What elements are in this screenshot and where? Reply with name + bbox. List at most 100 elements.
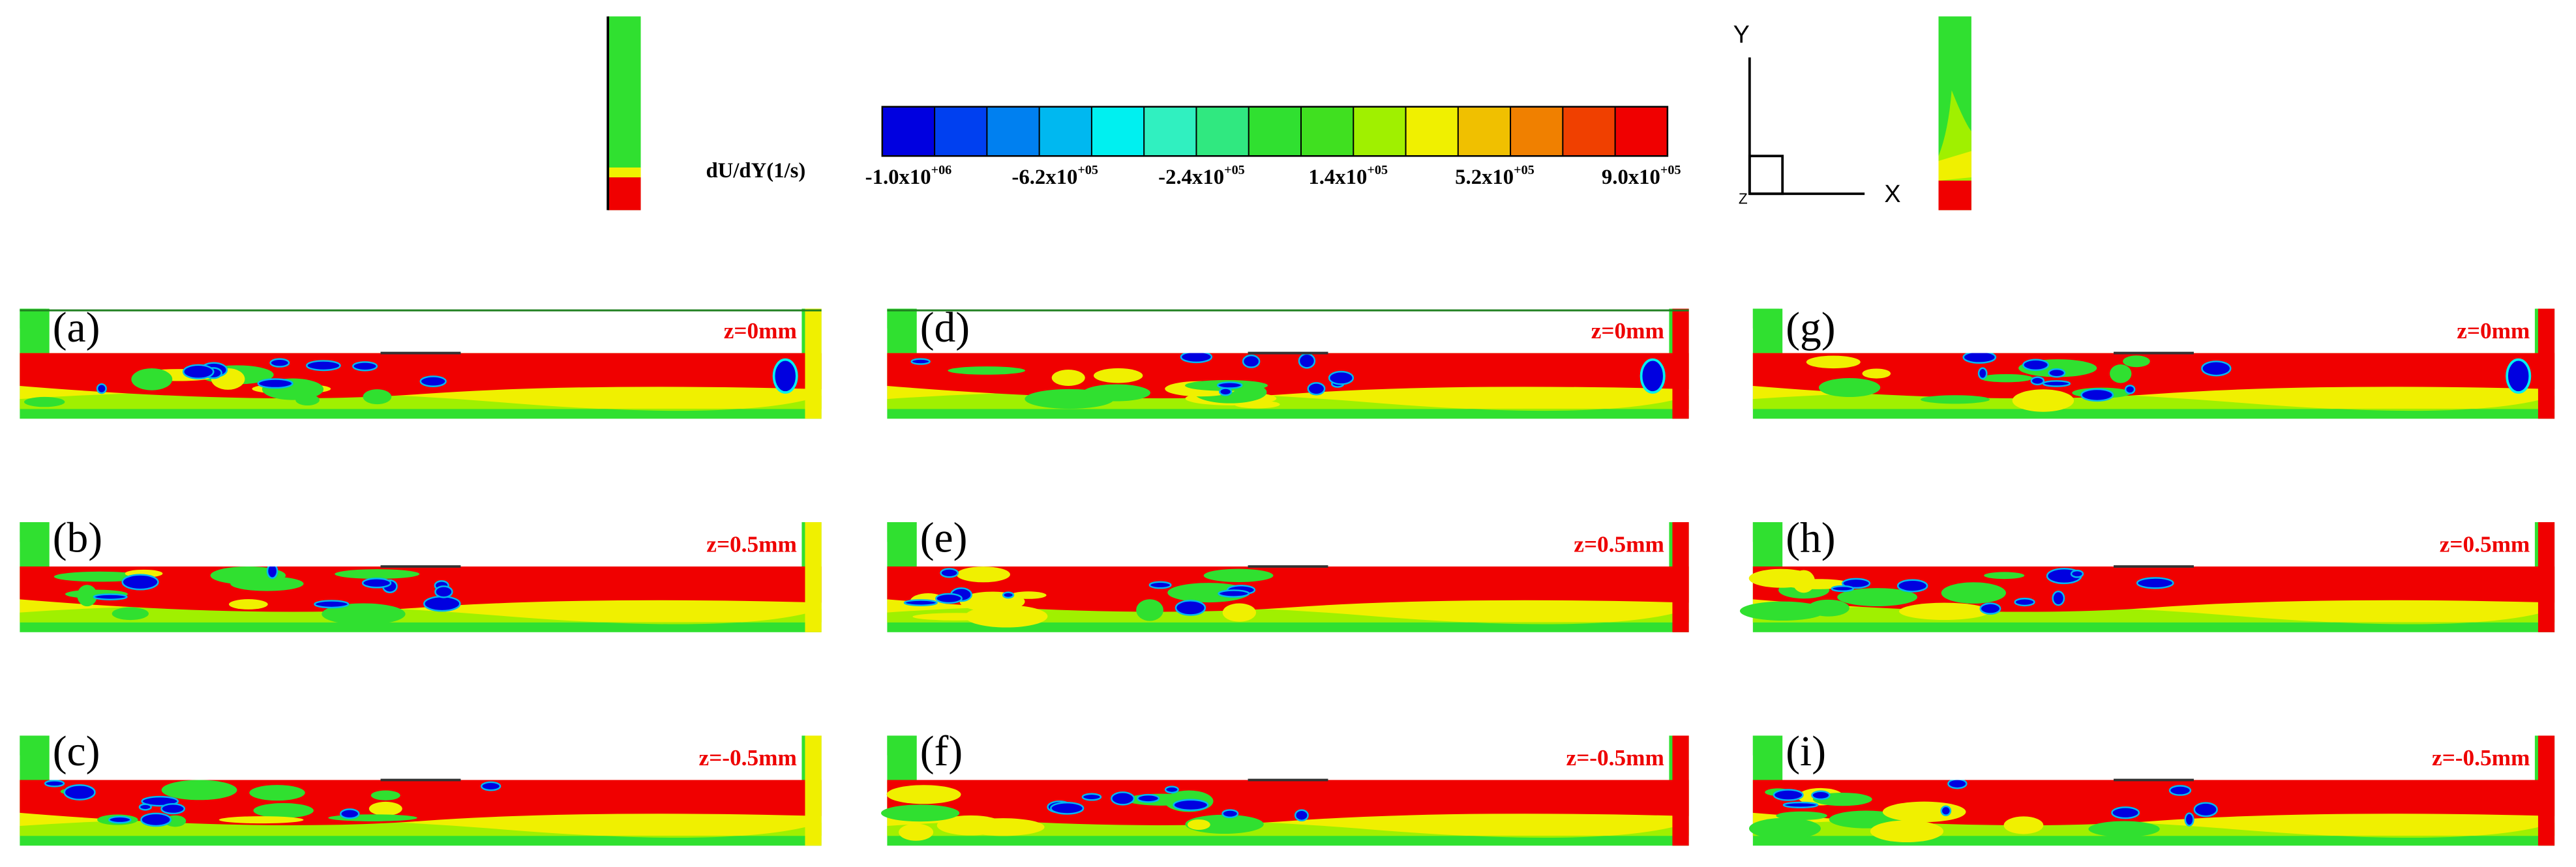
panel-cavity xyxy=(49,732,802,780)
panel-patch xyxy=(1941,582,2006,604)
panel-blob xyxy=(1328,370,1355,385)
panel: (c) z=-0.5mm xyxy=(20,728,822,846)
colorbar-swatch xyxy=(1458,106,1511,156)
panel-blob xyxy=(1298,353,1316,369)
panel-blob xyxy=(1137,793,1160,803)
panel-corner xyxy=(20,735,46,756)
panel-patch xyxy=(24,396,65,407)
panel-patch xyxy=(1776,811,1827,821)
panel-patch xyxy=(161,780,237,801)
panel-patch xyxy=(1882,801,1966,823)
colorbar-swatch xyxy=(1510,106,1564,156)
panel-blob xyxy=(269,358,290,368)
panel-patch xyxy=(1051,370,1085,386)
panel-red xyxy=(887,353,1689,399)
panel-plane-label: z=0.5mm xyxy=(2440,531,2530,557)
panel-blob xyxy=(1811,790,1831,801)
panels: (a) z=0mm (b) z=0.5mm (c) z=-0.5mm (d) z=0mm (e)… xyxy=(20,304,2555,846)
panel-blob xyxy=(1896,579,1928,593)
panel-blob xyxy=(1111,791,1135,806)
panel-blob xyxy=(1947,778,1968,789)
panel-cavity xyxy=(1782,732,2535,780)
panel-blob xyxy=(1940,805,1952,816)
colorbar-tick-label: 9.0x10+05 xyxy=(1602,163,1681,189)
tick-exponent: +05 xyxy=(1514,163,1535,177)
panel-patch xyxy=(880,804,960,822)
panel-patch xyxy=(1187,819,1210,830)
panel-label: (b) xyxy=(53,514,102,561)
panel-patch xyxy=(1222,603,1256,622)
panel-wall xyxy=(805,522,822,632)
panel-blob xyxy=(121,574,159,591)
colorbar-swatch xyxy=(882,106,935,156)
panel: (h) z=0.5mm xyxy=(1739,514,2555,632)
panel-blob xyxy=(339,808,360,819)
panel-blob xyxy=(1050,801,1085,815)
panel-plane-label: z=0mm xyxy=(724,318,797,344)
panel-cavity xyxy=(49,518,802,567)
panel: (f) z=-0.5mm xyxy=(880,728,1689,846)
colorbar-tick-label: -1.0x10+06 xyxy=(865,163,952,189)
panel-cavity xyxy=(1782,305,2535,353)
panel-blob xyxy=(2030,376,2045,386)
panel-wall xyxy=(1672,308,1689,419)
panel-blob xyxy=(140,812,172,827)
colorbar-frame xyxy=(881,106,1669,157)
colorbar: -1.0x10+06 -6.2x10+05 -2.4x10+05 1.4x10+05 5… xyxy=(865,106,1681,189)
colorbar-swatch xyxy=(1144,106,1197,156)
panel-blob xyxy=(1242,354,1261,368)
panel-patch xyxy=(1093,368,1143,383)
panel-blob xyxy=(2070,569,2084,578)
panel-blob xyxy=(1221,809,1239,819)
panel-blob xyxy=(423,595,461,612)
colorbar-tick-label: -2.4x10+05 xyxy=(1158,163,1245,189)
panel-patch xyxy=(1920,395,1990,404)
panel-blob xyxy=(361,578,392,589)
tick-exponent: +05 xyxy=(1660,163,1681,177)
panel-label: (i) xyxy=(1786,728,1826,775)
left-strip xyxy=(607,16,641,211)
panel-plane-label: z=0mm xyxy=(2457,318,2530,344)
panel-blob xyxy=(2042,380,2071,387)
panel-patch xyxy=(2110,364,2132,383)
panel-corner xyxy=(20,308,46,329)
panel-blob xyxy=(93,593,128,600)
panel-corner xyxy=(887,735,914,756)
panel-plane-label: z=0.5mm xyxy=(1574,531,1664,557)
panel-label: (e) xyxy=(920,514,968,561)
panel-patch xyxy=(249,785,305,801)
panel-wall xyxy=(2538,522,2555,632)
panel-vortex xyxy=(2506,358,2532,394)
panel-patch xyxy=(1234,400,1280,409)
colorbar-tick-label: 5.2x10+05 xyxy=(1455,163,1535,189)
panel-plane-label: z=-0.5mm xyxy=(699,745,797,771)
panel-patch xyxy=(2003,816,2044,834)
panel-patch xyxy=(1748,817,1821,840)
panel-blob xyxy=(2136,577,2174,589)
panel-patch xyxy=(2012,389,2074,412)
panel-blob xyxy=(2193,802,2218,817)
panel-blob xyxy=(1216,381,1243,389)
panel-blob xyxy=(1842,578,1871,589)
panel-patch xyxy=(1739,601,1826,621)
panel: (e) z=0.5mm xyxy=(887,514,1689,632)
panel-blob xyxy=(1081,793,1102,801)
panel-label: (d) xyxy=(920,304,970,351)
panel-plane-label: z=-0.5mm xyxy=(2432,745,2530,771)
panel-vortex xyxy=(772,358,798,394)
panel-blob xyxy=(352,361,378,372)
panel-patch xyxy=(1806,355,1861,369)
panel-blob xyxy=(2184,812,2194,827)
panel-blob xyxy=(108,816,132,824)
panel: (g) z=0mm xyxy=(1752,304,2555,419)
panel-patch xyxy=(363,389,392,405)
panel-blob xyxy=(1148,581,1172,589)
panel-blob xyxy=(910,358,931,365)
panel-corner xyxy=(1752,308,1780,329)
panel-blob xyxy=(1294,809,1309,821)
panel-blob xyxy=(1218,387,1233,396)
axes-triad xyxy=(1748,57,1865,196)
colorbar-label: dU/dY(1/s) xyxy=(706,159,805,183)
panel-blob xyxy=(96,383,107,394)
